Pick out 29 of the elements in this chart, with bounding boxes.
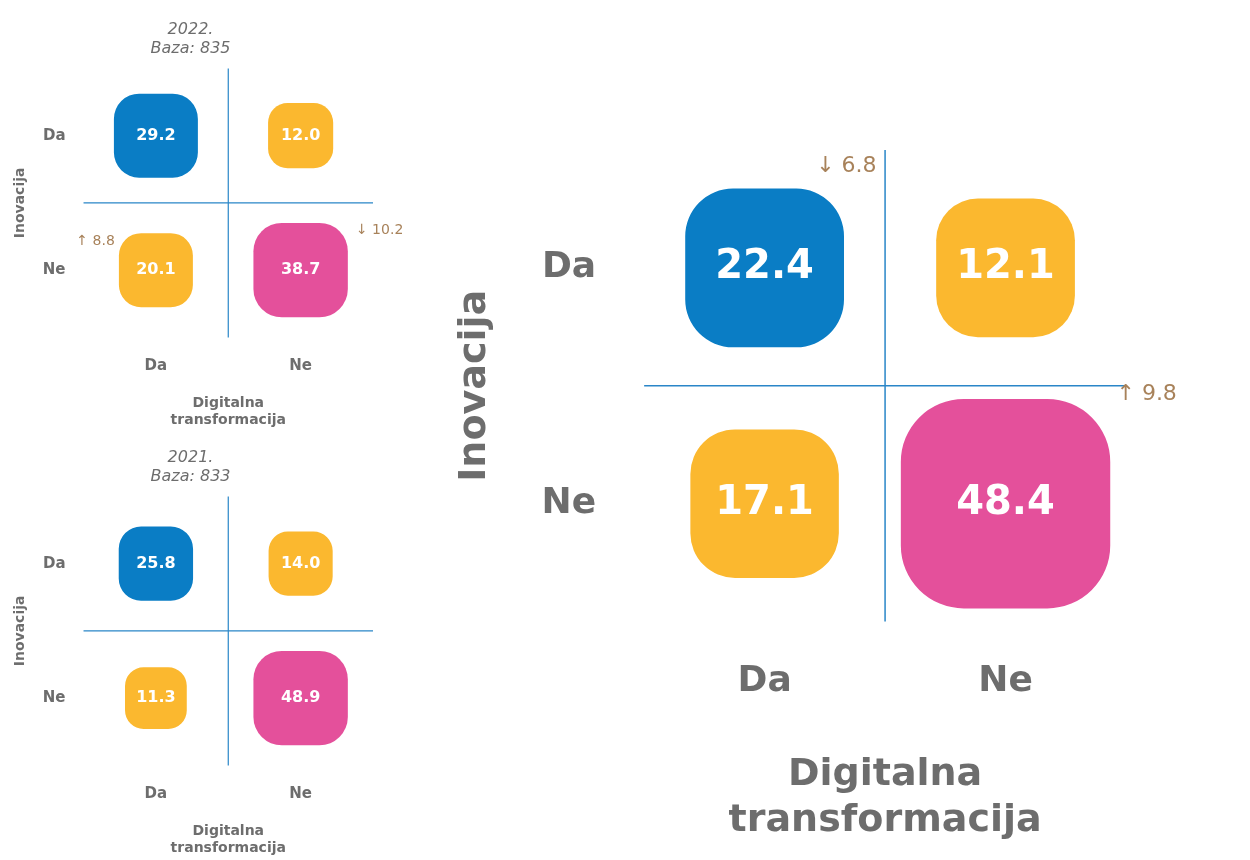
y-tick-label: Da [42, 125, 66, 144]
data-label: 48.9 [280, 687, 321, 707]
y-axis-title: Inovacija [449, 289, 494, 482]
y-axis-title: Inovacija [11, 167, 28, 239]
data-label: 22.4 [715, 241, 814, 288]
data-label: 14.0 [280, 552, 321, 572]
chart-subtitle: Baza: 833 [150, 465, 231, 485]
x-axis-title: Digitalna transformacija [170, 822, 286, 856]
annotation: ↓ 6.8 [816, 152, 877, 178]
data-label: 12.1 [956, 241, 1055, 288]
annotation: ↓ 10.2 [355, 221, 404, 238]
chart-title: 2022. [167, 18, 214, 38]
x-axis-title: Digitalna transformacija [170, 394, 286, 428]
chart-title: 2021. [167, 446, 214, 466]
data-label: 48.4 [956, 477, 1055, 524]
data-label: 11.3 [136, 687, 176, 707]
annotation: ↑ 9.8 [1116, 380, 1177, 406]
data-label: 38.7 [280, 259, 321, 279]
chart-subtitle: Baza: 835 [150, 37, 231, 57]
y-axis-title: Inovacija [11, 595, 28, 667]
data-label: 25.8 [136, 552, 176, 572]
data-label: 20.1 [136, 259, 176, 279]
y-tick-label: Da [42, 553, 66, 572]
y-tick-label: Ne [42, 260, 66, 279]
x-axis-title: Digitalna transformacija [728, 750, 1042, 841]
data-label: 29.2 [136, 124, 176, 144]
data-label: 12.0 [280, 124, 321, 144]
annotation: ↑ 8.8 [76, 231, 115, 248]
data-label: 17.1 [715, 477, 814, 524]
